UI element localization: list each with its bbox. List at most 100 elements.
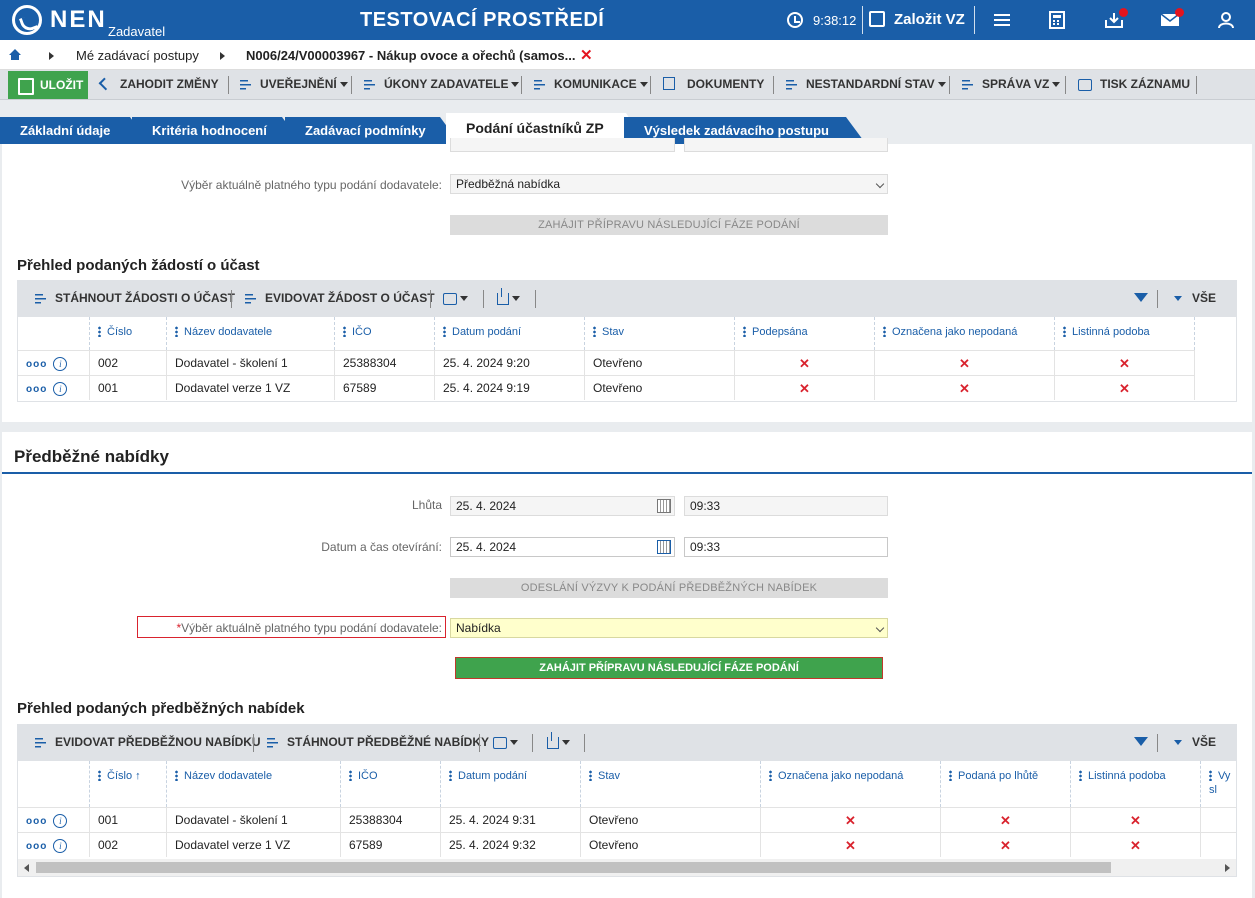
column-menu-icon[interactable] xyxy=(1063,325,1066,337)
management-label: SPRÁVA VZ xyxy=(982,77,1050,91)
show-all-label: VŠE xyxy=(1192,735,1217,749)
column-header[interactable]: Číslo ↑ xyxy=(90,761,167,807)
column-header[interactable]: Název dodavatele xyxy=(167,761,341,807)
opening-date-input[interactable]: 25. 4. 2024 xyxy=(450,537,675,557)
column-header[interactable]: Číslo xyxy=(90,317,167,350)
submission-type-select[interactable]: Předběžná nabídka xyxy=(450,174,888,194)
column-menu-icon[interactable] xyxy=(349,769,352,781)
show-all-button[interactable]: VŠE xyxy=(1174,291,1216,305)
tab-tender-conditions[interactable]: Zadávací podmínky xyxy=(285,117,460,144)
column-menu-icon[interactable] xyxy=(98,325,101,337)
info-icon[interactable]: i xyxy=(53,814,68,828)
column-header[interactable]: Datum podání xyxy=(441,761,581,807)
row-actions[interactable]: ooo i xyxy=(18,350,90,375)
filter-icon[interactable] xyxy=(1134,293,1148,302)
column-header[interactable]: Listinná podoba xyxy=(1071,761,1201,807)
column-menu-icon[interactable] xyxy=(743,325,746,337)
column-header[interactable]: Stav xyxy=(585,317,735,350)
mail-icon[interactable] xyxy=(1160,11,1180,29)
inbox-download-icon[interactable] xyxy=(1104,11,1124,29)
row-actions[interactable]: ooo i xyxy=(18,807,90,832)
export-menu[interactable] xyxy=(547,731,570,749)
column-menu-icon[interactable] xyxy=(883,325,886,337)
opening-time-input[interactable]: 09:33 xyxy=(684,537,888,557)
publish-menu[interactable]: UVEŘEJNĚNÍ xyxy=(240,70,348,100)
column-menu-icon[interactable] xyxy=(343,325,346,337)
column-header[interactable]: Název dodavatele xyxy=(167,317,335,350)
sort-ascending-icon[interactable]: ↑ xyxy=(135,770,141,782)
download-offers-button[interactable]: STÁHNOUT PŘEDBĚŽNÉ NABÍDKY xyxy=(267,735,489,749)
column-header[interactable]: Stav xyxy=(581,761,761,807)
menu-icon[interactable] xyxy=(992,11,1012,29)
column-menu-icon[interactable] xyxy=(589,769,592,781)
column-menu-icon[interactable] xyxy=(443,325,446,337)
column-menu-icon[interactable] xyxy=(1079,769,1082,781)
show-all-button[interactable]: VŠE xyxy=(1174,735,1216,749)
more-icon[interactable]: ooo xyxy=(26,841,48,852)
submission-type-select[interactable]: Nabídka xyxy=(450,618,888,638)
discard-changes-button[interactable]: ZAHODIT ZMĚNY xyxy=(98,70,219,100)
home-icon[interactable] xyxy=(8,48,22,61)
chevron-down-icon xyxy=(875,623,885,633)
send-invitation-button[interactable]: ODESLÁNÍ VÝZVY K PODÁNÍ PŘEDBĚŽNÝCH NABÍ… xyxy=(450,578,888,598)
communication-menu[interactable]: KOMUNIKACE xyxy=(534,70,648,100)
print-menu[interactable] xyxy=(443,291,468,305)
nonstandard-state-menu[interactable]: NESTANDARDNÍ STAV xyxy=(786,70,946,100)
create-contract-button[interactable]: Založit VZ xyxy=(894,11,965,28)
column-menu-icon[interactable] xyxy=(175,769,178,781)
export-menu[interactable] xyxy=(497,287,520,305)
breadcrumb-item[interactable]: Mé zadávací postupy xyxy=(76,48,199,63)
column-header[interactable]: Listinná podoba xyxy=(1055,317,1195,350)
column-header[interactable]: Vy sl xyxy=(1201,761,1236,807)
column-menu-icon[interactable] xyxy=(449,769,452,781)
column-header[interactable]: IČO xyxy=(335,317,435,350)
user-icon[interactable] xyxy=(1216,11,1236,29)
scroll-left-icon[interactable] xyxy=(24,864,29,872)
calculator-icon[interactable] xyxy=(1047,11,1067,29)
print-record-button[interactable]: TISK ZÁZNAMU xyxy=(1078,70,1190,100)
column-header[interactable]: Datum podání xyxy=(435,317,585,350)
documents-button[interactable]: DOKUMENTY xyxy=(663,70,764,100)
column-header[interactable]: IČO xyxy=(341,761,441,807)
tab-evaluation-criteria[interactable]: Kritéria hodnocení xyxy=(132,117,302,144)
info-icon[interactable]: i xyxy=(53,382,68,396)
column-menu-icon[interactable] xyxy=(175,325,178,337)
more-icon[interactable]: ooo xyxy=(26,816,48,827)
close-icon[interactable]: ✕ xyxy=(580,47,593,64)
register-offer-button[interactable]: EVIDOVAT PŘEDBĚŽNOU NABÍDKU xyxy=(35,735,261,749)
start-next-phase-button[interactable]: ZAHÁJIT PŘÍPRAVU NÁSLEDUJÍCÍ FÁZE PODÁNÍ xyxy=(450,215,888,235)
info-icon[interactable]: i xyxy=(53,839,68,853)
column-header[interactable]: Podaná po lhůtě xyxy=(941,761,1071,807)
column-header[interactable]: Podepsána xyxy=(735,317,875,350)
more-icon[interactable]: ooo xyxy=(26,359,48,370)
column-menu-icon[interactable] xyxy=(593,325,596,337)
more-icon[interactable]: ooo xyxy=(26,384,48,395)
row-actions[interactable]: ooo i xyxy=(18,375,90,400)
edit-icon[interactable] xyxy=(869,11,885,27)
column-header-label: Označena jako nepodaná xyxy=(778,770,904,782)
column-header[interactable]: Označena jako nepodaná xyxy=(761,761,941,807)
register-request-button[interactable]: EVIDOVAT ŽÁDOST O ÚČAST xyxy=(245,291,435,305)
column-header[interactable]: Označena jako nepodaná xyxy=(875,317,1055,350)
start-next-phase-button[interactable]: ZAHÁJIT PŘÍPRAVU NÁSLEDUJÍCÍ FÁZE PODÁNÍ xyxy=(455,657,883,679)
horizontal-scrollbar[interactable] xyxy=(18,859,1236,876)
info-icon[interactable]: i xyxy=(53,357,68,371)
breadcrumb-item-current[interactable]: N006/24/V00003967 - Nákup ovoce a ořechů… xyxy=(246,48,576,63)
column-menu-icon[interactable] xyxy=(98,769,101,781)
column-header-actions xyxy=(18,761,90,807)
download-requests-button[interactable]: STÁHNOUT ŽÁDOSTI O ÚČAST xyxy=(35,291,235,305)
row-actions[interactable]: ooo i xyxy=(18,832,90,857)
column-menu-icon[interactable] xyxy=(949,769,952,781)
scroll-right-icon[interactable] xyxy=(1225,864,1230,872)
column-menu-icon[interactable] xyxy=(769,769,772,781)
print-menu[interactable] xyxy=(493,735,518,749)
save-button[interactable]: ULOŽIT xyxy=(8,71,88,99)
contract-management-menu[interactable]: SPRÁVA VZ xyxy=(962,70,1061,100)
contracting-actions-menu[interactable]: ÚKONY ZADAVATELE xyxy=(364,70,520,100)
tab-basic-info[interactable]: Základní údaje xyxy=(0,117,150,144)
scrollbar-thumb[interactable] xyxy=(36,862,1111,873)
filter-icon[interactable] xyxy=(1134,737,1148,746)
chevron-down-icon xyxy=(639,82,648,88)
column-menu-icon[interactable] xyxy=(1209,769,1212,781)
calendar-icon[interactable] xyxy=(657,540,671,554)
